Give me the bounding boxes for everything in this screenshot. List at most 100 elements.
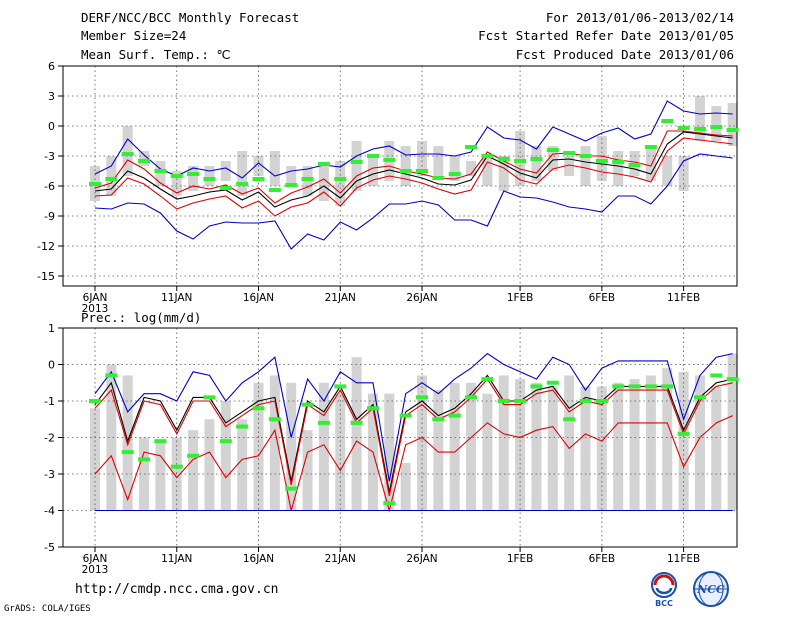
panel1-ensemble-marker xyxy=(383,158,396,162)
panel1-range-bar xyxy=(122,126,133,176)
panel2-range-bar xyxy=(417,375,427,511)
panel1-ensemble-marker xyxy=(448,172,461,176)
panel1-range-bar xyxy=(351,141,362,191)
panel1-range-bar xyxy=(237,151,248,196)
panel1-ensemble-marker xyxy=(628,163,641,167)
panel2-range-bar xyxy=(400,463,411,511)
panel2-range-bar xyxy=(384,393,395,511)
forecast-period: For 2013/01/06-2013/02/14 xyxy=(545,10,734,25)
panel2-range-bar xyxy=(547,386,558,511)
panel2-range-bar xyxy=(106,364,117,511)
panel1-ensemble-marker xyxy=(252,177,265,181)
panel2-xtick-label: 26JAN xyxy=(406,553,437,565)
footer-url[interactable]: http://cmdp.ncc.cma.gov.cn xyxy=(75,582,279,597)
panel1-ytick-label: -6 xyxy=(44,180,55,193)
panel1-range-bar xyxy=(711,106,722,141)
panel1-ensemble-marker xyxy=(726,128,739,132)
panel1-ensemble-marker xyxy=(138,159,151,163)
panel2-ensemble-marker xyxy=(579,399,592,403)
panel2-ytick-label: -1 xyxy=(44,395,55,408)
panel1-ensemble-marker xyxy=(399,169,412,173)
panel1-ensemble-marker xyxy=(187,172,200,176)
panel2-range-bar xyxy=(253,382,264,511)
panel1-range-bar xyxy=(139,151,150,166)
panel1-range-bar xyxy=(433,146,444,176)
panel2-ytick-label: -3 xyxy=(44,468,55,481)
ncc-logo: NCC xyxy=(693,571,729,607)
panel2-ensemble-marker xyxy=(268,417,281,422)
panel2-ytick-label: -4 xyxy=(44,505,55,518)
panel2-ensemble-marker xyxy=(138,457,151,462)
panel1-range-bar xyxy=(106,156,117,196)
produced-date: Fcst Produced Date 2013/01/06 xyxy=(515,47,734,62)
panel1-ensemble-marker xyxy=(366,154,379,158)
panel1-ensemble-marker xyxy=(89,182,101,186)
panel2-ensemble-marker xyxy=(530,384,543,389)
panel2-ensemble-marker xyxy=(595,399,608,403)
panel2-ensemble-marker xyxy=(399,413,412,418)
panel1-ensemble-marker xyxy=(154,169,167,173)
panel2-range-bar xyxy=(613,382,624,511)
panel2-range-bar xyxy=(220,401,231,511)
panel1-ytick-label: -9 xyxy=(44,210,55,223)
panel2-ensemble-marker xyxy=(334,384,347,389)
panel1-ytick-label: -3 xyxy=(44,150,55,163)
panel1-ensemble-marker xyxy=(268,188,281,192)
panel1-range-bar xyxy=(220,161,231,181)
panel2-ensemble-marker xyxy=(693,395,706,400)
panel1-ensemble-marker xyxy=(514,159,527,163)
panel2-ensemble-marker xyxy=(677,431,690,436)
panel1-year-label: 2013 xyxy=(82,303,109,315)
panel1-ensemble-marker xyxy=(465,145,478,149)
panel1-ensemble-marker xyxy=(481,154,494,158)
panel2-ensemble-marker xyxy=(612,384,625,389)
panel2-ensemble-marker xyxy=(350,420,363,425)
panel1-range-bar xyxy=(204,166,215,186)
panel2-xtick-label: 6JAN xyxy=(83,553,108,565)
grads-credit: GrADS: COLA/IGES xyxy=(4,604,91,614)
panel1-ensemble-marker xyxy=(121,152,134,156)
panel2-ytick-label: 0 xyxy=(48,359,55,372)
panel2-ensemble-marker xyxy=(170,464,183,469)
panel1-xtick-label: 1FEB xyxy=(507,292,534,304)
panel1-range-bar xyxy=(269,151,280,186)
panel1-ytick-label: 0 xyxy=(48,120,55,133)
panel2-ensemble-marker xyxy=(726,377,739,382)
panel1-range-bar xyxy=(318,166,329,201)
panel2-range-bar xyxy=(596,386,607,511)
panel1-range-bar xyxy=(515,131,526,186)
panel2-xtick-label: 11FEB xyxy=(667,553,700,565)
panel1-range-bar xyxy=(155,161,166,186)
panel1-range-bar xyxy=(727,103,738,146)
panel2-range-bar xyxy=(433,390,444,511)
panel2-ensemble-marker xyxy=(628,384,641,389)
panel2-ensemble-marker xyxy=(252,406,265,411)
panel1-ensemble-marker xyxy=(285,183,298,187)
panel2-ensemble-marker xyxy=(563,417,576,422)
member-size: Member Size=24 xyxy=(81,28,187,43)
panel1-ensemble-marker xyxy=(236,182,249,186)
chart-title: DERF/NCC/BCC Monthly Forecast xyxy=(81,10,300,25)
panel2-ensemble-marker xyxy=(317,420,330,425)
panel1-title: Mean Surf. Temp.: ℃ xyxy=(81,47,231,62)
ncc-logo-text: NCC xyxy=(696,583,725,596)
panel2-ensemble-marker xyxy=(154,439,167,444)
panel2-ensemble-marker xyxy=(89,399,101,403)
panel1-series-min-line xyxy=(94,153,733,250)
panel2-ensemble-marker xyxy=(383,501,396,506)
panel2-ensemble-marker xyxy=(219,439,232,444)
panel1-ensemble-marker xyxy=(595,159,608,163)
panel2-range-bar xyxy=(155,441,166,511)
panel1-range-bar xyxy=(613,151,624,186)
panel2-series-max-line xyxy=(94,352,733,482)
panel2-ensemble-marker xyxy=(121,450,134,455)
panel2-xtick-label: 16JAN xyxy=(243,553,274,565)
panel2-series-lower-line xyxy=(94,415,733,513)
panel1-ytick-label: -15 xyxy=(37,270,55,283)
panel2-ensemble-marker xyxy=(514,399,527,403)
panel1-xtick-label: 11JAN xyxy=(161,292,192,304)
panel2-ensemble-marker xyxy=(465,395,478,400)
panel1-series-upper-line xyxy=(94,130,733,204)
panel1-ensemble-marker xyxy=(334,177,347,181)
panel2-ensemble-marker xyxy=(644,384,657,389)
